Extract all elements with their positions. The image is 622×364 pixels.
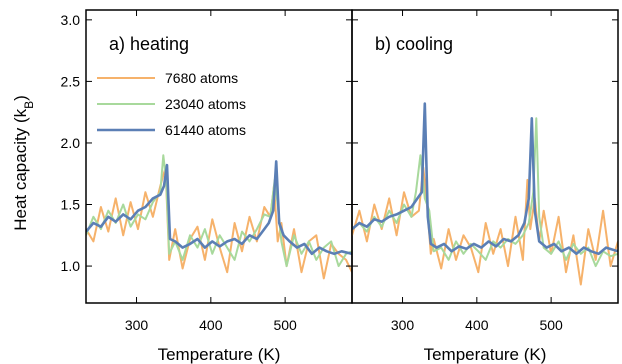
y-tick-label: 2.0 (61, 135, 81, 151)
series-line-23040-atoms (86, 154, 352, 268)
x-tick-label: 400 (465, 317, 489, 333)
panel-1: 1.0 1.5 2.0 2.5 3.0 300 400 500 Temperature (K) a… (61, 9, 353, 364)
x-tick-label: 500 (273, 317, 297, 333)
panel-2: 300 400 500 Temperature (K) b) cooling (351, 9, 619, 364)
x-tick-label: 300 (125, 317, 149, 333)
legend-label: 7680 atoms (165, 70, 238, 86)
series-group (352, 102, 618, 286)
y-tick-label: 3.0 (61, 12, 81, 28)
series-line-61440-atoms (352, 102, 618, 256)
x-axis-label: Temperature (K) (424, 345, 547, 364)
panel-title: a) heating (109, 34, 189, 54)
x-tick-label: 500 (539, 317, 563, 333)
legend-label: 23040 atoms (165, 96, 246, 112)
series-line-61440-atoms (86, 160, 352, 256)
legend: 7680 atoms 23040 atoms 61440 atoms (97, 70, 246, 138)
y-tick-label: 2.5 (61, 73, 81, 89)
plot-frame (351, 9, 619, 304)
panel-title: b) cooling (375, 34, 453, 54)
series-line-7680-atoms (86, 166, 352, 280)
y-axis-label: Heat capacity (kB) (11, 95, 36, 231)
y-tick-label: 1.5 (61, 197, 81, 213)
series-line-7680-atoms (352, 166, 618, 286)
series-group (86, 154, 352, 280)
y-tick-label: 1.0 (61, 258, 81, 274)
legend-label: 61440 atoms (165, 122, 246, 138)
x-axis-label: Temperature (K) (158, 345, 281, 364)
x-tick-label: 400 (199, 317, 223, 333)
x-tick-label: 300 (391, 317, 415, 333)
